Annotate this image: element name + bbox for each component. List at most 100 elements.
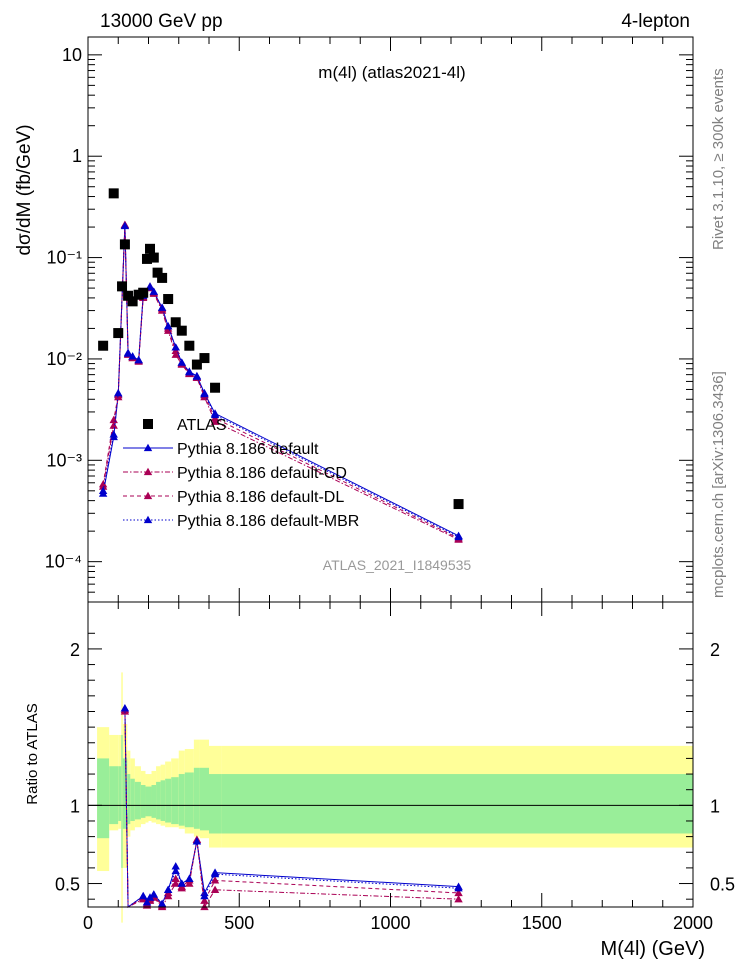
inner-band-bin [148, 786, 152, 817]
legend-atlas-marker [143, 419, 153, 429]
ratio-series-1-point [454, 894, 463, 903]
atlas-point [108, 188, 119, 199]
series-2-point [171, 350, 180, 358]
inner-band-bin [118, 766, 122, 821]
atlas-point [453, 499, 464, 510]
series-4-point [210, 410, 220, 419]
ratio-series-3-point [192, 837, 202, 845]
ratio-series-2-point [210, 876, 220, 884]
x-tick-label: 500 [224, 913, 254, 933]
inner-band-bin [193, 767, 200, 829]
ratio-series-3-point [171, 866, 180, 875]
y-tick-label: 10⁻¹ [46, 248, 82, 268]
ratio-y-tick-label: 2 [70, 640, 80, 660]
ratio-series-0-point [171, 862, 180, 870]
y-tick-label: 1 [72, 146, 82, 166]
ratio-series-1-point [200, 902, 209, 911]
inner-band-bin [209, 774, 222, 834]
ratio-series-3-point [120, 704, 130, 712]
inner-band-bin [165, 778, 172, 823]
inner-band-bin [97, 758, 110, 839]
atlas-point [117, 281, 128, 292]
ratio-series-1-point [210, 885, 220, 893]
inner-band-bin [221, 774, 693, 834]
y-tick-label: 10⁻³ [46, 450, 82, 470]
ratio-y-axis-label: Ratio to ATLAS [24, 703, 41, 804]
atlas-point [123, 290, 134, 301]
atlas-point [191, 359, 202, 370]
y-axis-label: dσ/dM (fb/GeV) [14, 124, 35, 255]
atlas-point [113, 328, 124, 339]
inner-band-bin [140, 785, 146, 818]
atlas-point [199, 353, 210, 364]
ratio-y-tick-label-right: 2 [710, 640, 720, 660]
ratio-series-3-point [142, 898, 152, 906]
ratio-plot-frame [87, 601, 694, 908]
legend-label-4: Pythia 8.186 default-MBR [177, 513, 359, 530]
mcplots-label: mcplots.cern.ch [arXiv:1306.3436] [710, 371, 727, 598]
atlas-point [157, 272, 168, 283]
series-4-point [123, 349, 133, 357]
series-4-point [200, 389, 209, 398]
series-4-point [177, 358, 186, 366]
legend-marker-2 [143, 467, 153, 476]
x-tick-label: 1000 [370, 913, 410, 933]
ratio-series-3-point [139, 891, 148, 900]
series-4-point [128, 352, 137, 360]
y-tick-label: 10 [62, 45, 82, 65]
ratio-y-tick-label: 0.5 [55, 875, 80, 895]
ratio-series-3-point [163, 885, 173, 893]
series-4-point [109, 430, 118, 438]
inner-band-bin [127, 774, 131, 825]
legend: ATLAS Pythia 8.186 default Pythia 8.186 de… [123, 417, 359, 530]
series-4-point [114, 388, 123, 397]
ratio-series-3-point [177, 879, 186, 887]
atlas-point [127, 296, 138, 307]
ratio-axis-ticks: 0.5 0.5 1 1 2 2 0 500 1000 1500 2000 [55, 602, 735, 933]
x-axis-label: M(4l) (GeV) [601, 938, 705, 960]
x-tick-label: 0 [83, 913, 93, 933]
main-axis-ticks: 10 1 10⁻¹ 10⁻² 10⁻³ 10⁻⁴ [45, 37, 694, 603]
inner-band-bin [122, 758, 128, 829]
main-series-layer [98, 188, 464, 543]
series-4-point [134, 356, 143, 364]
series-3-point [109, 415, 118, 424]
series-4-point [185, 367, 194, 376]
inner-band-bin [184, 772, 194, 828]
legend-label-3: Pythia 8.186 default-DL [177, 489, 344, 506]
ratio-series-layer [120, 704, 463, 911]
uncertainty-bands [88, 672, 693, 923]
series-4-point [157, 303, 167, 311]
atlas-point [119, 239, 130, 250]
ratio-series-3-point [454, 884, 463, 892]
legend-marker-3 [143, 491, 153, 500]
ratio-series-3-point [157, 899, 167, 908]
series-4-point [149, 287, 158, 295]
legend-marker-4 [143, 515, 153, 524]
series-4-point [454, 532, 463, 541]
x-tick-label: 2000 [673, 913, 713, 933]
series-4-point [120, 221, 130, 230]
ratio-series-1-point [171, 879, 180, 887]
series-4-point [163, 322, 173, 330]
series-4-point [192, 372, 202, 380]
legend-label-2: Pythia 8.186 default-CD [177, 465, 347, 482]
ratio-y-tick-label-right: 0.5 [710, 875, 735, 895]
legend-label-1: Pythia 8.186 default [177, 441, 319, 458]
atlas-point [170, 317, 181, 328]
collision-label: 13000 GeV pp [100, 11, 223, 32]
atlas-point [98, 340, 109, 351]
y-tick-label: 10⁻² [46, 349, 82, 369]
x-tick-label: 1500 [522, 913, 562, 933]
atlas-point [210, 382, 221, 393]
series-4-point [171, 343, 180, 351]
inner-band-bin [121, 734, 123, 868]
channel-label: 4-lepton [621, 11, 690, 32]
legend-marker-1 [143, 443, 153, 452]
series-3-point [98, 480, 108, 488]
atlas-point [148, 252, 159, 263]
ratio-series-3-point [210, 869, 220, 878]
inner-band-bin [109, 766, 119, 825]
ratio-series-2-point [200, 896, 209, 904]
atlas-point [163, 294, 174, 305]
